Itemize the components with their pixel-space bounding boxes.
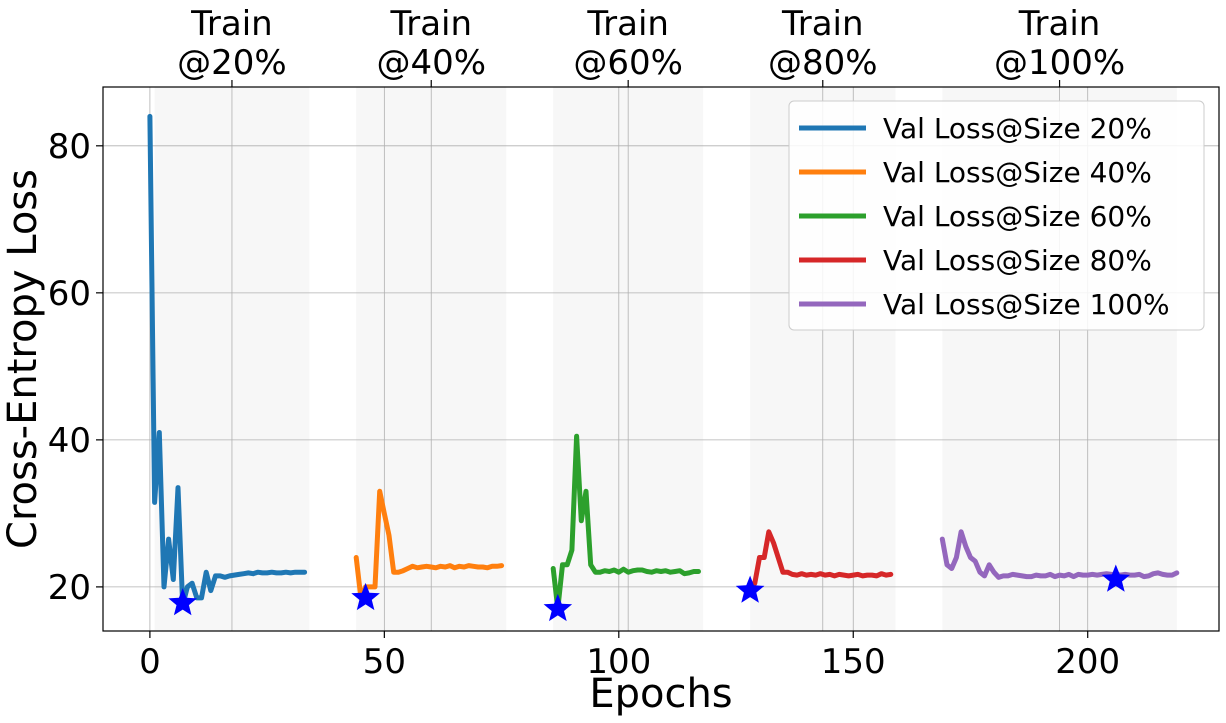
y-tick-label: 80 [48, 127, 91, 167]
legend-label-3: Val Loss@Size 60% [883, 200, 1152, 233]
y-tick-label: 20 [48, 568, 91, 608]
series-line-1 [147, 113, 308, 608]
plot-frame [102, 86, 1220, 632]
x-tick-label: 0 [139, 642, 161, 682]
x-tick-label: 50 [363, 642, 406, 682]
x-tick-label: 200 [1055, 642, 1120, 682]
y-axis-title: Cross-Entropy Loss [0, 169, 46, 549]
best-point-star [735, 575, 765, 603]
legend-label-1: Val Loss@Size 20% [883, 112, 1152, 145]
series-line-3 [550, 433, 701, 612]
x-tick-label: 150 [821, 642, 886, 682]
best-point-star [168, 588, 197, 616]
best-point-star [1101, 564, 1131, 592]
series-line-4 [747, 529, 894, 594]
phase-label-line1: Train [389, 4, 472, 44]
best-point-star [351, 582, 380, 611]
series-line-2 [353, 488, 505, 601]
legend-box [788, 100, 1205, 331]
legend: Val Loss@Size 20% Val Loss@Size 40% Val Lo… [788, 100, 1205, 331]
series-line-5 [939, 529, 1180, 580]
y-tick-label: 60 [48, 274, 91, 314]
legend-label-5: Val Loss@Size 100% [883, 288, 1170, 321]
series-lines [147, 113, 1180, 612]
best-epoch-markers [168, 564, 1131, 622]
phase-label-line1: Train [190, 4, 273, 44]
x-tick-label: 100 [586, 642, 651, 682]
phase-label-line2: @20% [177, 43, 287, 83]
y-axis-ticks: 20 40 60 80 [48, 127, 103, 608]
phase-label-line1: Train [586, 4, 669, 44]
legend-label-4: Val Loss@Size 80% [883, 244, 1152, 277]
phase-label-line1: Train [781, 4, 864, 44]
best-point-star [543, 593, 573, 622]
phase-label-line2: @60% [573, 43, 683, 83]
y-tick-label: 40 [48, 421, 91, 461]
phase-label-line2: @40% [376, 43, 486, 83]
x-axis-title: Epochs [589, 671, 732, 717]
legend-label-2: Val Loss@Size 40% [883, 156, 1152, 189]
x-axis-ticks: 0 50 100 150 200 [139, 631, 1120, 682]
phase-label-line2: @100% [994, 43, 1125, 83]
phase-label-line2: @80% [768, 43, 878, 83]
phase-label-line1: Train [1018, 4, 1101, 44]
top-phase-labels: Train@20%Train@40%Train@60%Train@80%Trai… [177, 4, 1125, 87]
